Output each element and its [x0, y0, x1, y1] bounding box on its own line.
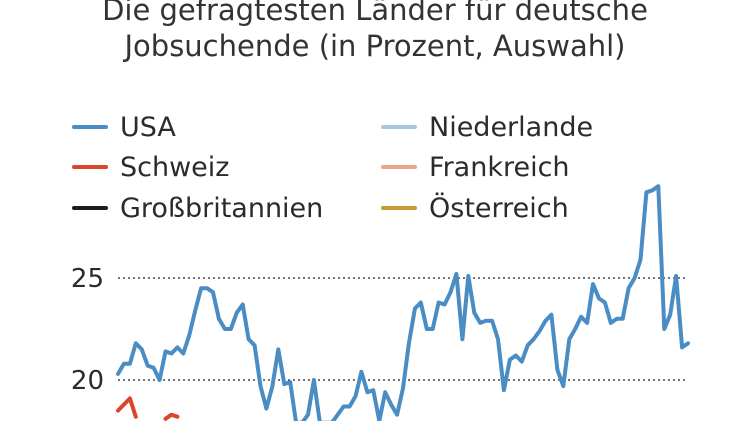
legend-label-grossbritannien: Großbritannien: [120, 192, 324, 224]
legend-item-niederlande: Niederlande: [381, 110, 593, 144]
legend-label-niederlande: Niederlande: [429, 111, 594, 143]
series-lines: [116, 184, 690, 421]
gridlines: [118, 277, 688, 381]
legend-label-frankreich: Frankreich: [429, 151, 570, 183]
legend-item-schweiz: Schweiz: [72, 150, 229, 184]
legend-swatch-frankreich: [381, 165, 417, 169]
legend-item-usa: USA: [72, 110, 176, 144]
series-line-0: [116, 184, 690, 421]
legend-label-schweiz: Schweiz: [120, 151, 230, 183]
legend-swatch-niederlande: [381, 125, 417, 129]
legend-swatch-schweiz: [72, 165, 108, 169]
series-line-1: [116, 396, 180, 421]
chart-title-line-1: Die gefragtesten Länder für deutsche: [102, 0, 648, 27]
y-tick-label-20: 20: [71, 366, 104, 396]
legend-label-oesterreich: Österreich: [429, 192, 569, 224]
legend-swatch-oesterreich: [381, 206, 417, 210]
legend-label-usa: USA: [120, 111, 176, 143]
legend-item-grossbritannien: Großbritannien: [72, 191, 323, 225]
legend-item-frankreich: Frankreich: [381, 150, 570, 184]
chart-title-line-2: Jobsuchende (in Prozent, Auswahl): [124, 29, 626, 63]
y-tick-label-25: 25: [71, 264, 104, 294]
legend-swatch-usa: [72, 125, 108, 129]
legend-item-oesterreich: Österreich: [381, 191, 569, 225]
legend-swatch-grossbritannien: [72, 206, 108, 210]
